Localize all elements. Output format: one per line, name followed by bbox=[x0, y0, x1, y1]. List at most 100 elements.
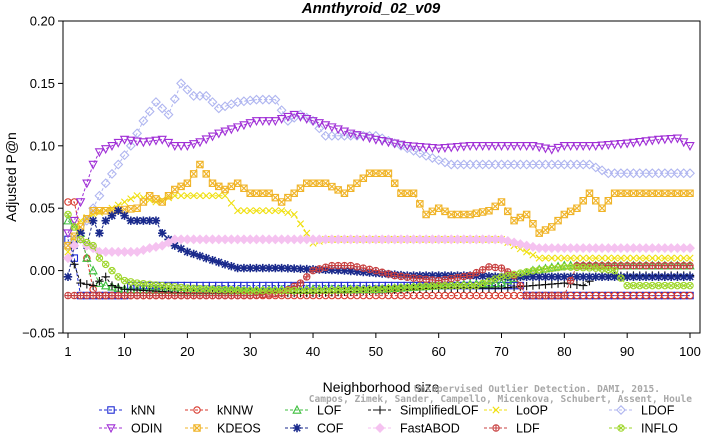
data-point-odin bbox=[534, 143, 544, 153]
data-point-ldf bbox=[566, 276, 575, 285]
data-point-loop bbox=[585, 254, 594, 262]
data-point-fastabod bbox=[521, 240, 532, 251]
data-point-cof bbox=[434, 271, 443, 280]
data-point-odin bbox=[484, 142, 494, 151]
data-point-kdeos bbox=[428, 207, 437, 216]
data-point-odin bbox=[170, 142, 180, 151]
data-point-loop bbox=[541, 254, 550, 262]
data-point-ldf bbox=[221, 291, 229, 300]
legend-item-knnw: kNNW bbox=[185, 404, 253, 418]
data-point-ldof bbox=[163, 109, 174, 120]
data-point-ldf bbox=[472, 269, 481, 277]
data-point-kdeos bbox=[202, 170, 210, 178]
data-point-inflo bbox=[76, 235, 85, 244]
data-point-odin bbox=[371, 135, 381, 145]
data-point-odin bbox=[540, 144, 551, 154]
data-point-odin bbox=[584, 142, 595, 151]
y-axis: −0.05 0.00 0.05 0.10 0.15 0.20 bbox=[22, 14, 63, 341]
data-point-loop bbox=[598, 254, 606, 262]
data-point-loop bbox=[667, 254, 675, 262]
data-point-ldf bbox=[654, 261, 663, 270]
data-point-kdeos bbox=[334, 186, 342, 194]
data-point-cof bbox=[597, 272, 607, 282]
data-point-odin bbox=[528, 142, 538, 151]
data-point-kdeos bbox=[346, 184, 355, 192]
legend-item-knn: kNN bbox=[99, 404, 155, 418]
data-point-kdeos bbox=[227, 182, 236, 191]
data-point-odin bbox=[163, 138, 174, 148]
data-point-odin bbox=[653, 135, 664, 145]
data-point-cof bbox=[673, 272, 682, 282]
legend-item-kdeos: KDEOS bbox=[185, 422, 261, 434]
data-point-ldf bbox=[321, 263, 330, 271]
data-point-odin bbox=[641, 137, 651, 147]
data-point-cof bbox=[604, 272, 613, 282]
y-tick-label: 0.20 bbox=[30, 14, 55, 29]
data-point-odin bbox=[509, 142, 519, 151]
data-point-odin bbox=[572, 142, 582, 151]
x-tick-label: 100 bbox=[679, 344, 701, 359]
data-point-inflo bbox=[64, 210, 72, 219]
data-point-kdeos bbox=[240, 184, 248, 192]
data-point-cof bbox=[107, 211, 117, 220]
series-fastabod bbox=[63, 234, 695, 264]
data-point-cof bbox=[296, 264, 305, 274]
data-point-odin bbox=[591, 142, 601, 151]
data-point-odin bbox=[415, 143, 425, 152]
data-point-ldf bbox=[648, 261, 657, 270]
data-point-ldf bbox=[359, 264, 368, 272]
data-point-odin bbox=[603, 141, 614, 150]
data-point-odin bbox=[182, 142, 193, 151]
data-point-cof bbox=[271, 263, 280, 273]
data-point-knnw bbox=[686, 291, 694, 300]
data-point-ldof bbox=[427, 152, 438, 163]
data-point-inflo bbox=[246, 286, 254, 295]
data-point-lof bbox=[63, 215, 73, 225]
data-point-kdeos bbox=[573, 204, 581, 212]
data-point-kdeos bbox=[252, 189, 261, 197]
data-point-ldf bbox=[83, 291, 91, 300]
data-point-odin bbox=[452, 143, 463, 152]
data-point-cof bbox=[484, 272, 494, 281]
data-point-kdeos bbox=[604, 196, 613, 205]
legend-item-fastabod: FastABOD bbox=[368, 422, 460, 434]
data-point-cof bbox=[478, 271, 487, 281]
data-point-kdeos bbox=[422, 210, 430, 219]
data-point-ldof bbox=[408, 145, 419, 156]
data-point-odin bbox=[195, 138, 205, 148]
data-point-ldf bbox=[560, 291, 569, 300]
data-point-odin bbox=[503, 142, 513, 151]
data-point-ldf bbox=[108, 291, 116, 300]
data-point-loop bbox=[611, 254, 619, 262]
data-point-kdeos bbox=[390, 179, 399, 187]
data-point-fastabod bbox=[685, 243, 695, 254]
data-point-odin bbox=[616, 140, 626, 149]
data-point-kdeos bbox=[403, 189, 412, 197]
data-point-loop bbox=[567, 254, 575, 262]
data-point-cof bbox=[189, 249, 198, 259]
data-point-inflo bbox=[623, 281, 631, 290]
data-point-cof bbox=[120, 211, 129, 220]
data-point-ldof bbox=[433, 155, 444, 166]
legend-label: INFLO bbox=[641, 422, 678, 434]
data-point-odin bbox=[609, 140, 620, 150]
data-point-ldf bbox=[296, 279, 305, 287]
data-point-ldf bbox=[642, 261, 650, 270]
data-point-kdeos bbox=[566, 207, 575, 216]
data-point-loop bbox=[284, 208, 292, 217]
data-point-ldf bbox=[208, 291, 217, 300]
data-point-kdeos bbox=[290, 189, 298, 197]
data-point-cof bbox=[428, 271, 437, 280]
data-point-simplifiedlof bbox=[82, 280, 92, 289]
data-point-loop bbox=[648, 254, 656, 262]
data-point-cof bbox=[333, 266, 343, 275]
data-point-cof bbox=[578, 272, 588, 282]
data-point-cof bbox=[283, 264, 293, 273]
data-point-kdeos bbox=[353, 179, 361, 187]
legend-label: KDEOS bbox=[217, 422, 261, 434]
legend-swatch-marker bbox=[106, 424, 116, 434]
data-point-ldf bbox=[422, 275, 430, 284]
data-point-cof bbox=[610, 272, 619, 282]
data-point-ldf bbox=[447, 274, 456, 283]
data-point-ldf bbox=[441, 275, 449, 284]
